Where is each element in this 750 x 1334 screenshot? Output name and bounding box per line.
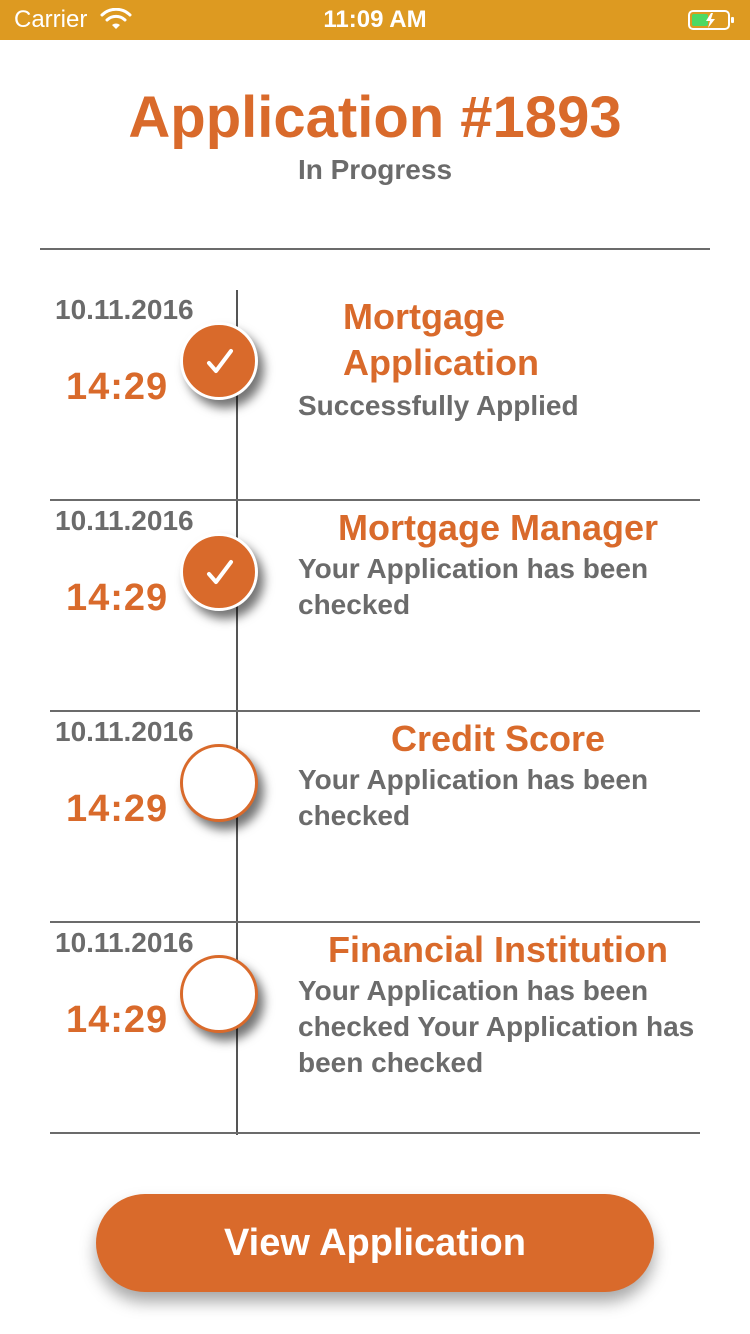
application-status: In Progress bbox=[297, 154, 453, 185]
step-date: 10.11.2016 bbox=[55, 927, 194, 958]
timeline-step-mortgage-manager: 10.11.2016 14:29 Mortgage Manager Your A… bbox=[50, 501, 700, 712]
step-description: Your Application has been checked bbox=[298, 553, 649, 620]
battery-charging-icon bbox=[688, 10, 734, 30]
step-divider bbox=[50, 710, 700, 712]
view-application-button[interactable]: View Application bbox=[96, 1194, 654, 1292]
step-title: Mortgage Application bbox=[343, 296, 539, 383]
step-divider bbox=[50, 1132, 700, 1134]
step-status-pending bbox=[180, 955, 258, 1033]
step-date: 10.11.2016 bbox=[55, 294, 194, 325]
timeline-step-mortgage-application: 10.11.2016 14:29 Mortgage Application Su… bbox=[50, 290, 700, 501]
step-status-pending bbox=[180, 744, 258, 822]
step-description: Your Application has been checked Your A… bbox=[298, 975, 695, 1078]
step-title: Financial Institution bbox=[328, 929, 668, 970]
step-description: Successfully Applied bbox=[298, 390, 579, 421]
step-time: 14:29 bbox=[66, 577, 169, 619]
wifi-icon bbox=[100, 8, 132, 29]
progress-timeline: 10.11.2016 14:29 Mortgage Application Su… bbox=[50, 290, 700, 1135]
step-time: 14:29 bbox=[66, 999, 169, 1041]
status-bar: Carrier 11:09 AM bbox=[0, 0, 750, 40]
step-description: Your Application has been checked bbox=[298, 764, 649, 831]
step-date: 10.11.2016 bbox=[55, 505, 194, 536]
step-time: 14:29 bbox=[66, 788, 169, 830]
step-status-completed bbox=[180, 322, 258, 400]
header-divider bbox=[40, 248, 710, 250]
step-time: 14:29 bbox=[66, 366, 169, 408]
timeline-line bbox=[236, 290, 238, 1135]
timeline-step-credit-score: 10.11.2016 14:29 Credit Score Your Appli… bbox=[50, 712, 700, 923]
checkmark-icon bbox=[207, 560, 233, 584]
application-title: Application #1893 bbox=[128, 85, 622, 150]
step-date: 10.11.2016 bbox=[55, 716, 194, 747]
carrier-label: Carrier bbox=[14, 6, 88, 33]
timeline-step-financial-institution: 10.11.2016 14:29 Financial Institution Y… bbox=[50, 923, 700, 1134]
step-divider bbox=[50, 921, 700, 923]
clock: 11:09 AM bbox=[323, 6, 427, 33]
step-title: Credit Score bbox=[390, 718, 606, 759]
step-title: Mortgage Manager bbox=[337, 507, 659, 548]
checkmark-icon bbox=[207, 349, 233, 373]
step-divider bbox=[50, 499, 700, 501]
step-status-completed bbox=[180, 533, 258, 611]
